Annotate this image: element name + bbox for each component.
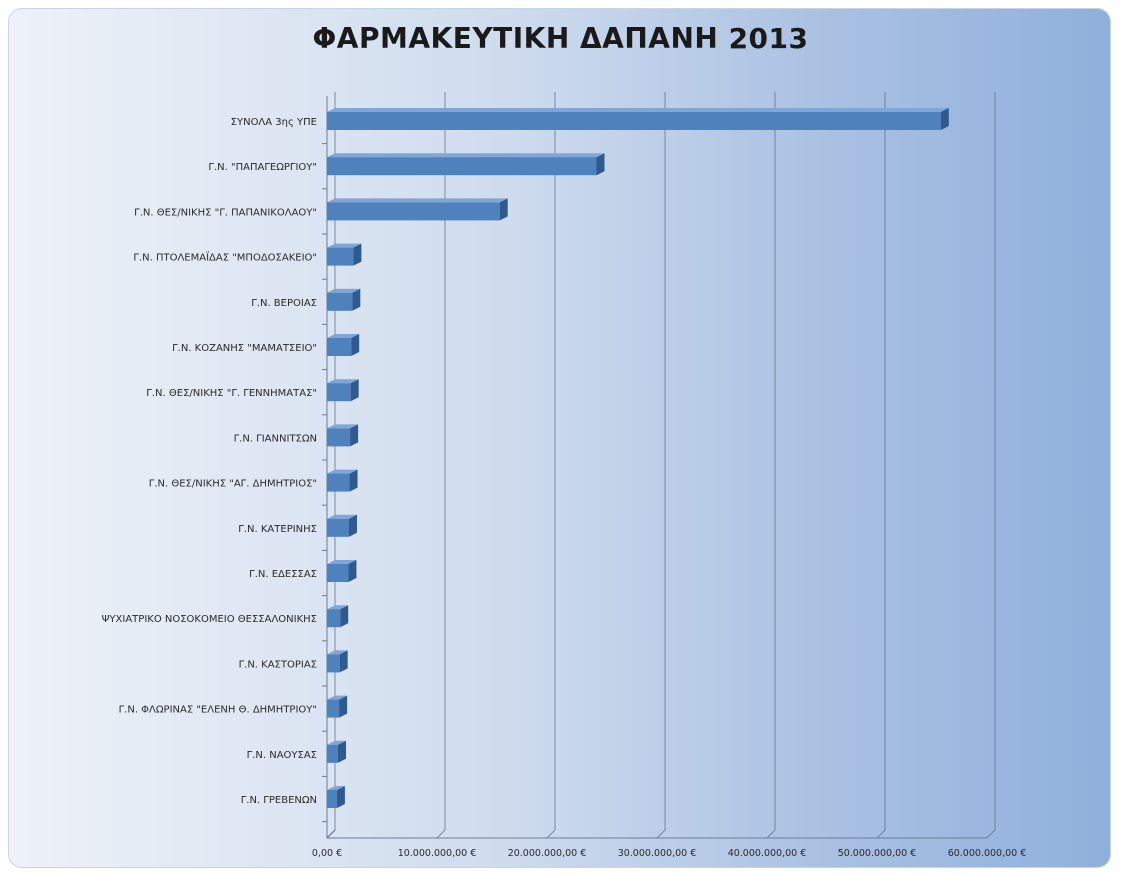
x-tick-label: 30.000.000,00 € <box>618 848 697 859</box>
category-label: Γ.Ν. ΝΑΟΥΣΑΣ <box>247 750 317 761</box>
bar <box>327 383 351 402</box>
bar-side-face <box>940 108 949 130</box>
bar <box>327 564 349 582</box>
bar-top-face <box>327 424 359 429</box>
bar <box>327 744 338 763</box>
bar <box>327 338 352 356</box>
bar-side-face <box>596 153 605 176</box>
gridline-depth <box>436 829 446 839</box>
bar-top-face <box>327 469 358 474</box>
bar-side-face <box>336 786 345 808</box>
category-label: Γ.Ν. ΒΕΡΟΙΑΣ <box>251 298 317 309</box>
gridline-depth <box>656 829 666 839</box>
bar-top-face <box>327 108 949 112</box>
bar <box>327 157 597 176</box>
category-label: Γ.Ν. ΕΔΕΣΣΑΣ <box>249 569 317 580</box>
bar-side-face <box>338 740 346 763</box>
bar-side-face <box>351 334 360 356</box>
category-label: Γ.Ν. ΚΑΣΤΟΡΙΑΣ <box>239 659 317 670</box>
gridline-depth <box>986 829 996 839</box>
bar-side-face <box>348 560 357 582</box>
x-tick-label: 40.000.000,00 € <box>728 848 807 859</box>
bar-top-face <box>327 334 360 338</box>
bar-top-face <box>327 605 349 610</box>
category-label: Γ.Ν. "ΠΑΠΑΓΕΩΡΓΙΟΥ" <box>208 162 317 173</box>
bar-side-face <box>349 514 357 537</box>
bar-side-face <box>340 605 349 628</box>
bar <box>327 518 349 537</box>
category-label: Γ.Ν. ΓΙΑΝΝΙΤΣΩΝ <box>234 433 317 444</box>
bar-top-face <box>327 514 357 519</box>
category-label: Γ.Ν. ΦΛΩΡΙΝΑΣ "ΕΛΕΝΗ Θ. ΔΗΜΗΤΡΙΟΥ" <box>119 705 317 716</box>
bar-top-face <box>327 740 346 745</box>
bar-top-face <box>327 650 348 655</box>
bar-side-face <box>499 198 508 221</box>
category-label: Γ.Ν. ΘΕΣ/ΝΙΚΗΣ "Γ. ΠΑΠΑΝΙΚΟΛΑΟΥ" <box>134 207 317 218</box>
x-tick-label: 20.000.000,00 € <box>508 848 587 859</box>
x-tick-label: 60.000.000,00 € <box>948 848 1027 859</box>
chart-title: ΦΑΡΜΑΚΕΥΤΙΚΗ ΔΑΠΑΝΗ 2013 <box>312 22 809 55</box>
bar-side-face <box>350 424 359 447</box>
x-tick-label: 0,00 € <box>312 848 342 859</box>
category-label: Γ.Ν. ΓΡΕΒΕΝΩΝ <box>241 795 317 806</box>
bar-side-face <box>339 695 348 718</box>
bar-side-face <box>339 650 348 673</box>
category-label: ΣΥΝΟΛΑ 3ης ΥΠΕ <box>231 117 317 128</box>
bar-top-face <box>327 198 508 203</box>
bar-top-face <box>327 288 361 293</box>
bar-side-face <box>352 288 361 311</box>
bar <box>327 699 340 718</box>
gridline-depth <box>876 829 886 839</box>
bar-top-face <box>327 243 362 248</box>
bar-top-face <box>327 153 605 158</box>
x-tick-label: 10.000.000,00 € <box>398 848 477 859</box>
gridline-depth <box>326 829 336 839</box>
category-label: Γ.Ν. ΘΕΣ/ΝΙΚΗΣ "ΑΓ. ΔΗΜΗΤΡΙΟΣ" <box>149 479 317 490</box>
bar <box>327 202 500 221</box>
gridline-depth <box>766 829 776 839</box>
bar <box>327 609 341 628</box>
bar <box>327 654 340 673</box>
bar-top-face <box>327 695 348 700</box>
gridline-depth <box>546 829 556 839</box>
bar <box>327 428 351 447</box>
bar-top-face <box>327 560 357 564</box>
category-label: Γ.Ν. ΠΤΟΛΕΜΑΪΔΑΣ "ΜΠΟΔΟΣΑΚΕΙΟ" <box>133 251 317 264</box>
category-label: Γ.Ν. ΘΕΣ/ΝΙΚΗΣ "Γ. ΓΕΝΝΗΜΑΤΑΣ" <box>146 388 317 399</box>
bar <box>327 473 350 492</box>
bar-top-face <box>327 786 345 790</box>
chart-frame <box>8 8 1111 868</box>
bar <box>327 292 353 311</box>
bar <box>327 790 337 808</box>
x-tick-label: 50.000.000,00 € <box>838 848 917 859</box>
bar-side-face <box>353 243 362 266</box>
bar-side-face <box>350 379 359 402</box>
category-label: Γ.Ν. ΚΟΖΑΝΗΣ "ΜΑΜΑΤΣΕΙΟ" <box>172 343 317 354</box>
bar-side-face <box>349 469 358 492</box>
category-label: ΨΥΧΙΑΤΡΙΚΟ ΝΟΣΟΚΟΜΕΙΟ ΘΕΣΣΑΛΟΝΙΚΗΣ <box>102 614 317 625</box>
bar-top-face <box>327 379 359 384</box>
bar <box>327 247 354 266</box>
category-label: Γ.Ν. ΚΑΤΕΡΙΝΗΣ <box>238 524 317 535</box>
bar <box>327 112 941 130</box>
